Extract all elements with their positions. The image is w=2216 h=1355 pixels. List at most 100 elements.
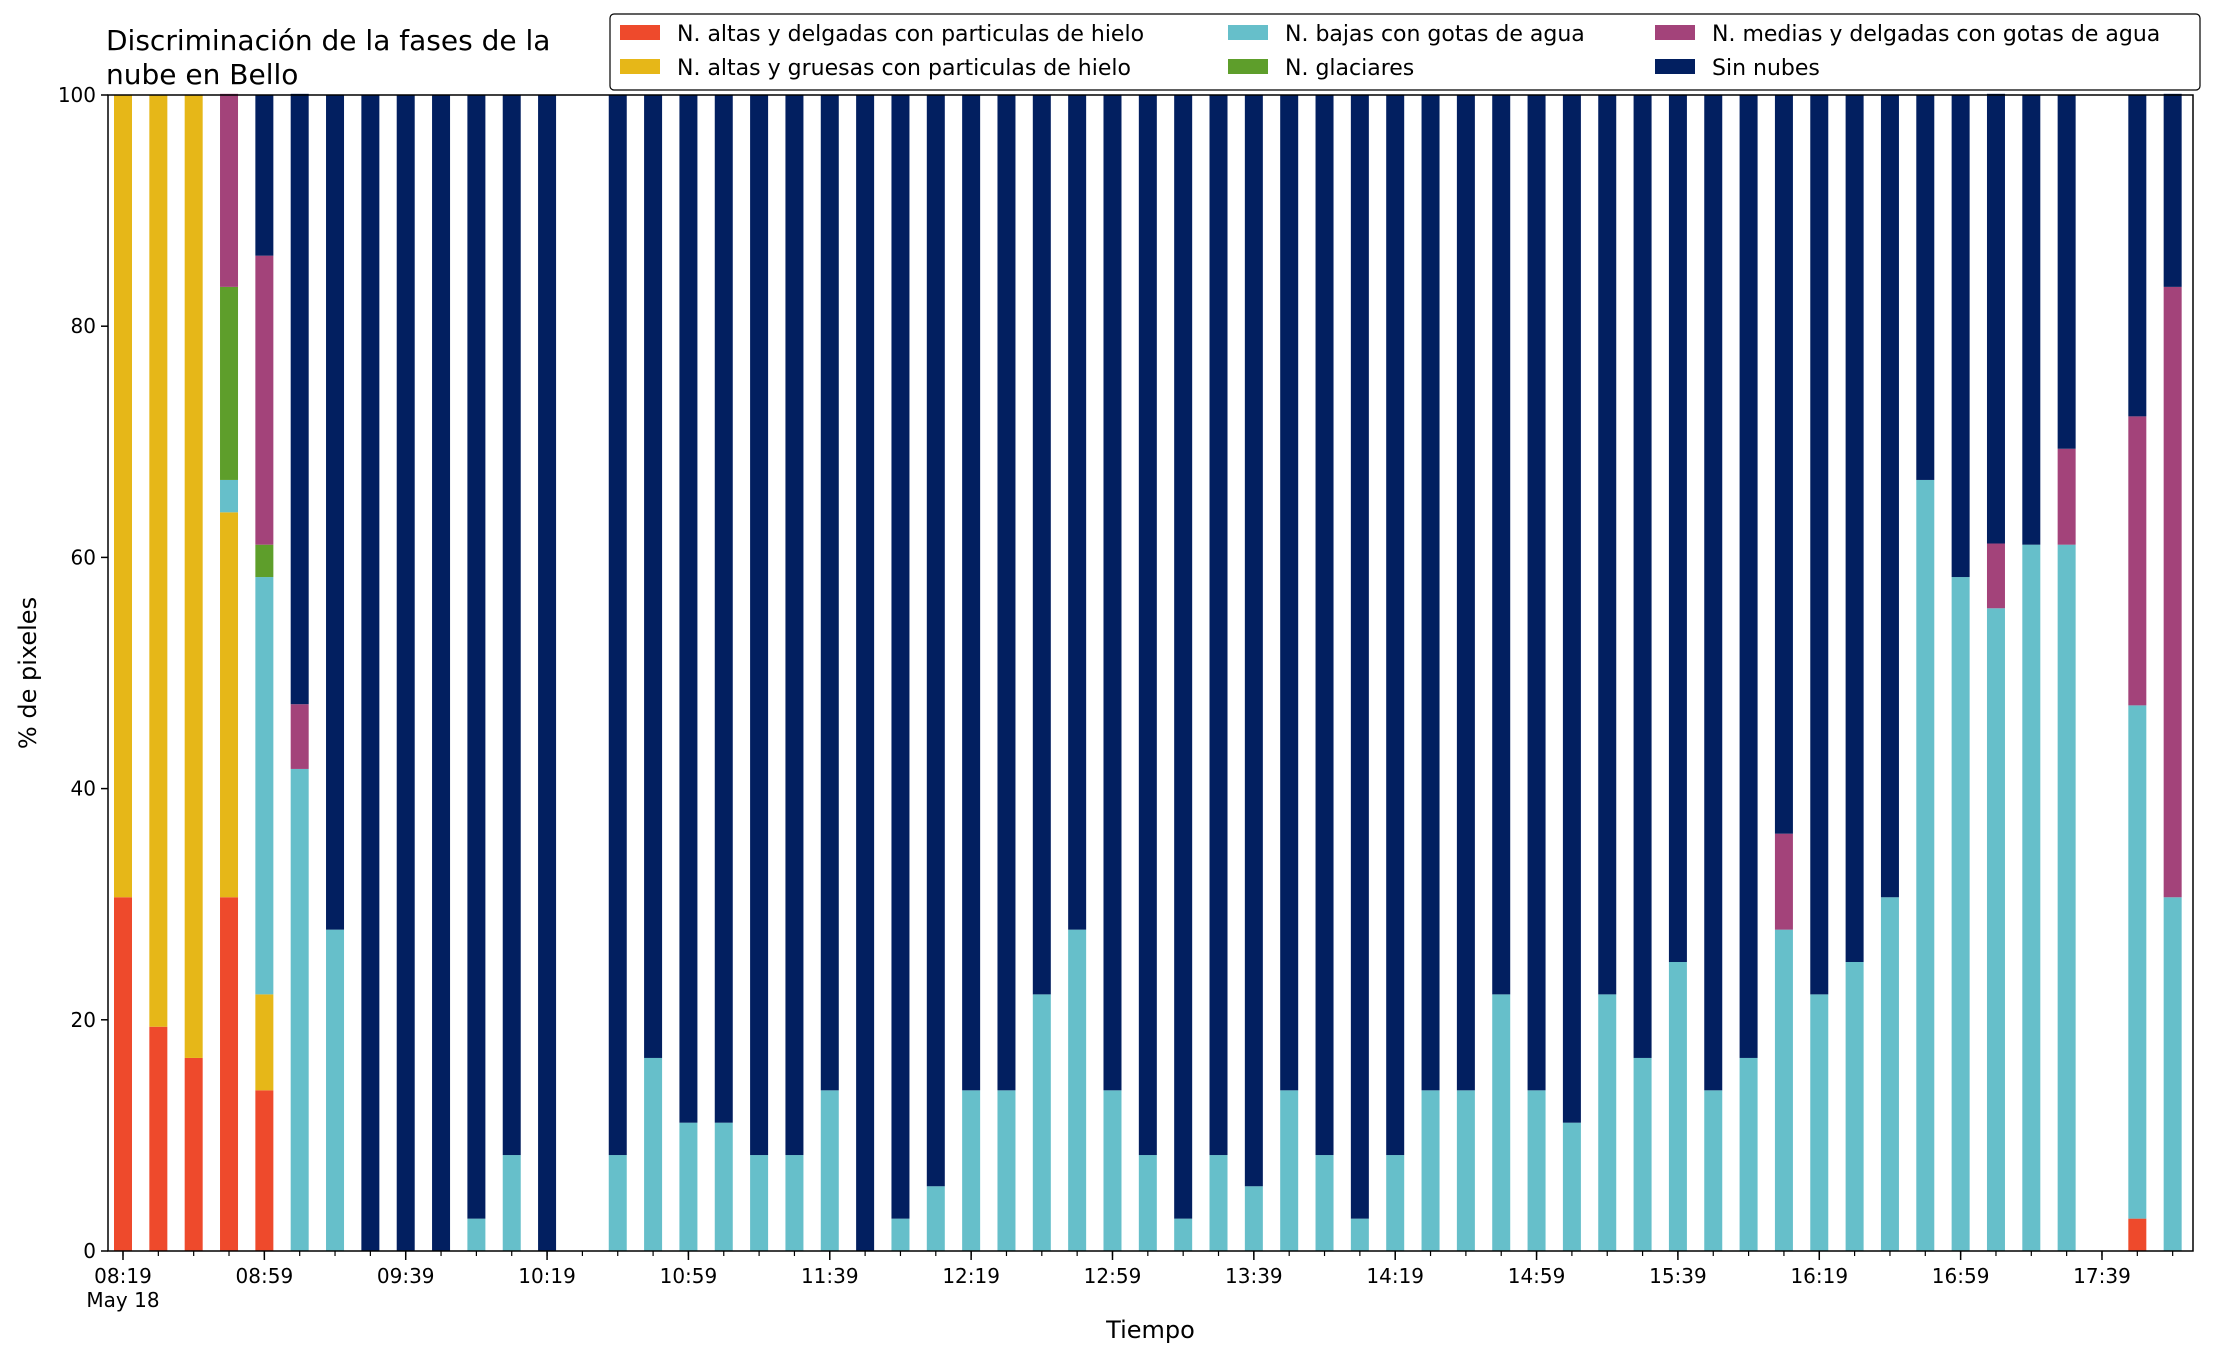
bar-segment [326, 95, 345, 930]
x-tick-sublabel: May 18 [86, 1288, 159, 1312]
legend-entry: N. altas y delgadas con particulas de hi… [677, 22, 1144, 47]
bar-segment [1951, 577, 1970, 1251]
bar-segment [1209, 95, 1228, 1156]
bar-segment [1315, 95, 1334, 1156]
x-tick-label: 14:59 [1508, 1264, 1566, 1288]
bar-segment [1174, 1218, 1193, 1251]
bar-segment [2128, 1218, 2147, 1251]
bar-segment [1386, 1155, 1405, 1251]
bar-segment [644, 95, 663, 1058]
x-tick-label: 09:39 [377, 1264, 435, 1288]
bar-segment [255, 1090, 274, 1251]
y-tick-label: 20 [71, 1008, 96, 1032]
bar-segment [1103, 95, 1122, 1091]
bar-segment [1986, 543, 2005, 609]
bar-segment [679, 95, 698, 1123]
bar-segment [1421, 95, 1440, 1091]
bar-segment [1421, 1090, 1440, 1251]
bar-segment [1456, 95, 1475, 1091]
bar-segment [856, 95, 875, 1251]
x-tick-label: 13:39 [1225, 1264, 1283, 1288]
bar-segment [1280, 95, 1299, 1091]
bar-segment [2163, 897, 2182, 1251]
bar-segment [114, 95, 132, 898]
y-axis-label: % de pixeles [14, 597, 42, 749]
y-tick-label: 100 [58, 83, 96, 107]
bar-segment [1456, 1090, 1475, 1251]
bar-segment [1986, 93, 2005, 544]
x-tick-label: 10:59 [660, 1264, 718, 1288]
bar-segment [2163, 93, 2182, 287]
bar-segment [1174, 95, 1193, 1219]
y-tick-label: 0 [83, 1239, 96, 1263]
bar-segment [608, 1155, 627, 1251]
bar-segment [114, 897, 132, 1251]
bar-segment [962, 95, 981, 1091]
bar-segment [1633, 95, 1652, 1058]
plot-frame [107, 94, 2194, 1252]
x-tick-label: 12:59 [1084, 1264, 1142, 1288]
bar-segment [538, 95, 557, 1251]
bar-segment [750, 1155, 769, 1251]
bar-segment [255, 577, 274, 995]
bar-segment [1668, 962, 1687, 1251]
y-tick-label: 80 [71, 314, 96, 338]
bar-segment [1527, 95, 1546, 1091]
y-axis: 0 20 40 60 80 100 [58, 83, 108, 1263]
bar-segment [2128, 705, 2147, 1219]
legend-entry: Sin nubes [1712, 56, 1820, 81]
bar-segment [1350, 1218, 1369, 1251]
bar-segment [997, 95, 1016, 1091]
bar-segment [997, 1090, 1016, 1251]
bar-segment [891, 1218, 910, 1251]
bar-segment [1598, 994, 1617, 1251]
bar-segment [1280, 1090, 1299, 1251]
bar-segment [1704, 1090, 1723, 1251]
bar-segment [1916, 95, 1935, 480]
bar-segment [644, 1057, 663, 1251]
bar-segment [1845, 962, 1864, 1251]
bar-segment [1704, 95, 1723, 1091]
bar-segment [785, 95, 804, 1156]
x-tick-label: 16:59 [1932, 1264, 1990, 1288]
bar-segment [184, 95, 203, 1058]
bar-segment [2057, 544, 2076, 1251]
bar-segment [220, 897, 239, 1251]
legend-swatch [1655, 59, 1695, 74]
bar-segment [1739, 95, 1758, 1058]
chart-title-line: Discriminación de la fases de la [106, 24, 550, 57]
bar-segment [255, 994, 274, 1091]
bar-segment [820, 1090, 839, 1251]
bar-segment [714, 95, 733, 1123]
bar-segment [1492, 994, 1511, 1251]
bar-segment [1668, 95, 1687, 962]
bar-segment [432, 95, 451, 1251]
bar-segment [502, 95, 521, 1156]
bar-segment [1138, 95, 1157, 1156]
bar-segment [1527, 1090, 1546, 1251]
bar-segment [1068, 95, 1087, 930]
bar-segment [290, 704, 309, 769]
bar-segment [1880, 897, 1899, 1251]
chart-title-line: nube en Bello [106, 58, 298, 91]
bar-segment [1774, 929, 1793, 1251]
bars-layer [114, 93, 2182, 1251]
legend-swatch [1655, 25, 1695, 40]
bar-segment [2128, 416, 2147, 706]
bar-segment [1810, 95, 1829, 995]
legend-entry: N. medias y delgadas con gotas de agua [1712, 22, 2160, 47]
bar-segment [255, 544, 274, 578]
bar-segment [361, 95, 380, 1251]
x-tick-label: 14:19 [1366, 1264, 1424, 1288]
bar-segment [1386, 95, 1405, 1156]
bar-segment [467, 95, 486, 1219]
bar-segment [502, 1155, 521, 1251]
bar-segment [1986, 608, 2005, 1251]
x-tick-label: 15:39 [1649, 1264, 1707, 1288]
bar-segment [1951, 95, 1970, 578]
bar-segment [1774, 833, 1793, 930]
legend-entry: N. bajas con gotas de agua [1285, 22, 1585, 47]
